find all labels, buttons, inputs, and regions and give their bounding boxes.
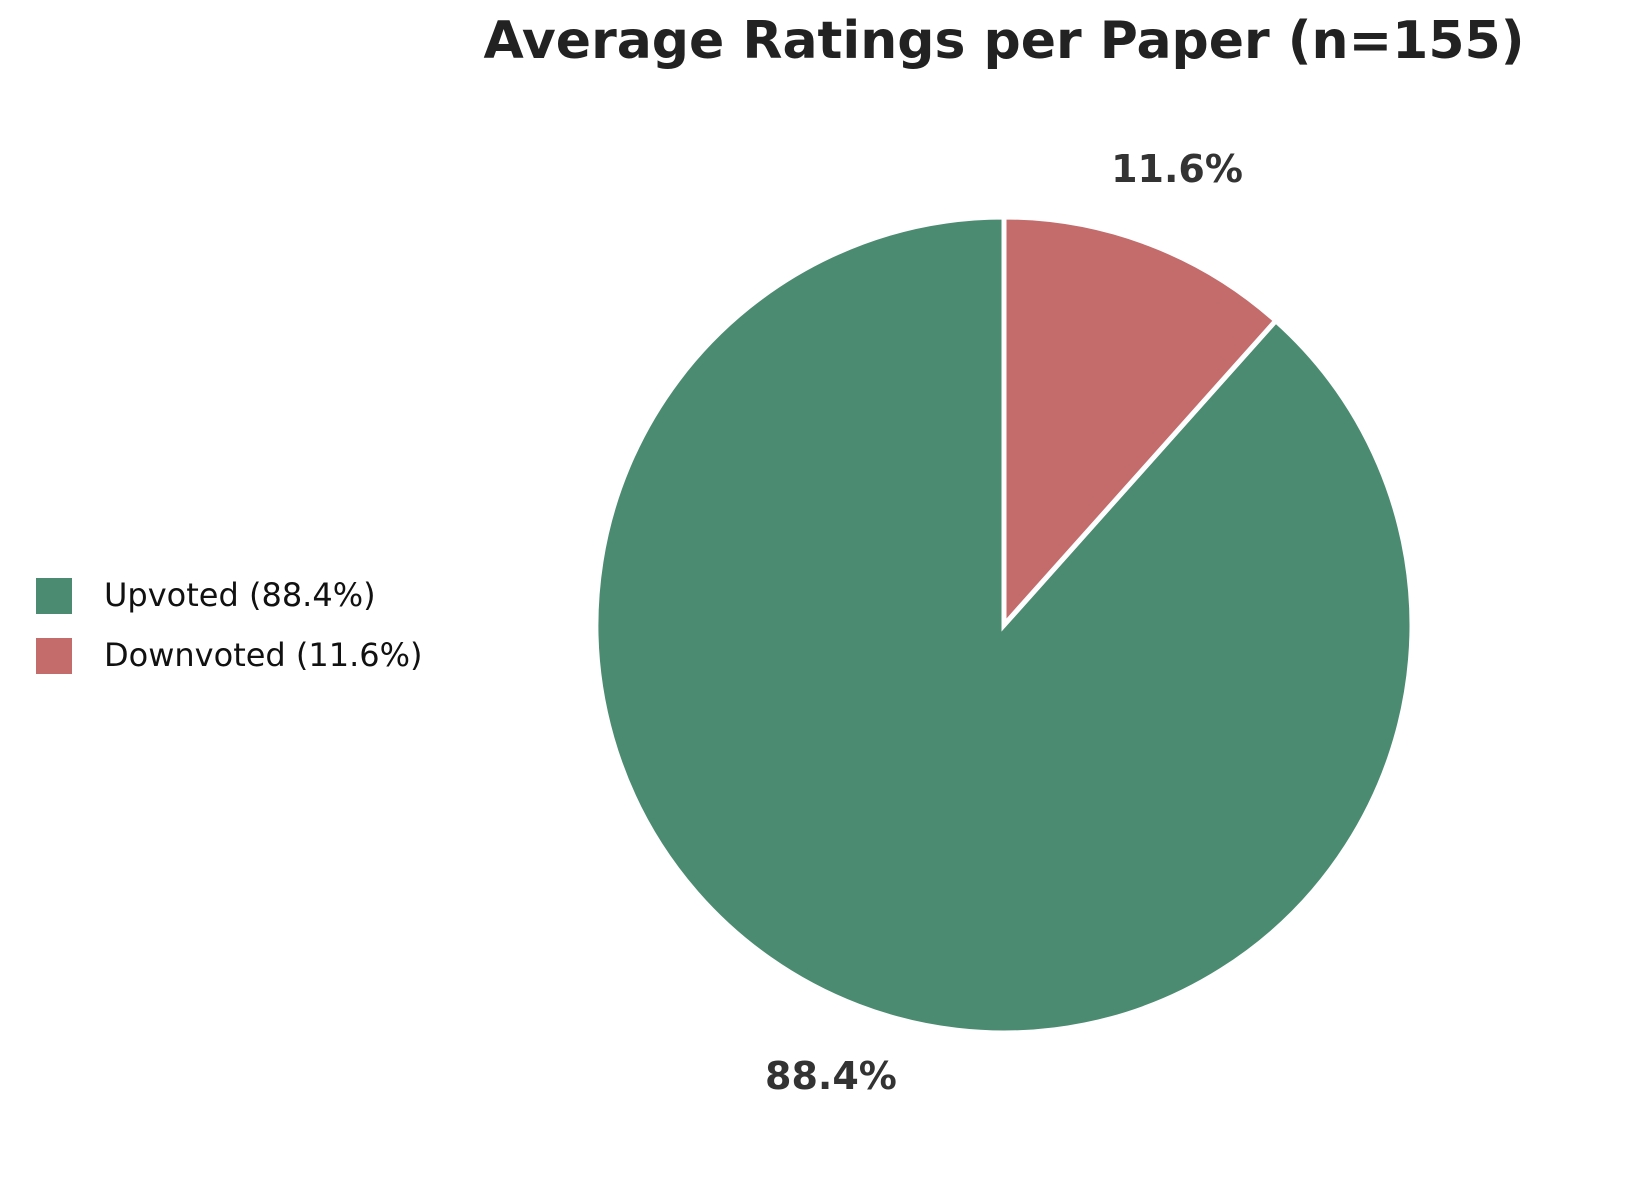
legend-label: Downvoted (11.6%) bbox=[104, 636, 423, 674]
legend-label: Upvoted (88.4%) bbox=[104, 576, 376, 614]
data-label: 88.4% bbox=[765, 1054, 897, 1098]
data-label: 11.6% bbox=[1111, 147, 1243, 191]
legend-swatch bbox=[36, 638, 72, 674]
legend-swatch bbox=[36, 578, 72, 614]
chart-title: Average Ratings per Paper (n=155) bbox=[484, 11, 1525, 71]
pie-slice bbox=[1001, 214, 1280, 632]
